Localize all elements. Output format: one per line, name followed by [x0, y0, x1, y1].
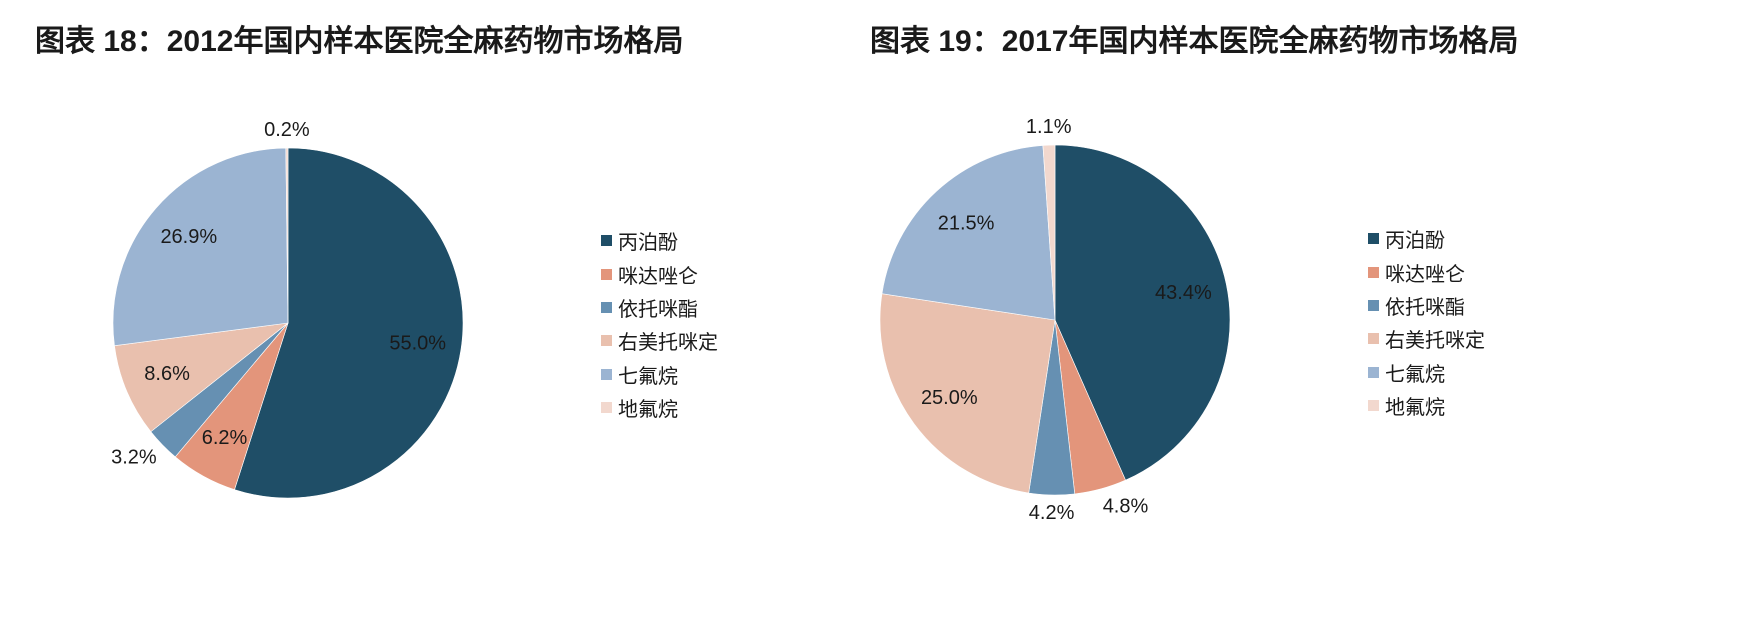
- legend-swatch: [1368, 400, 1379, 412]
- pie-slice-6: [285, 147, 289, 324]
- legend-label: 咪达唑仑: [618, 265, 698, 288]
- pie-slice-1: [234, 147, 464, 499]
- data-label: 3.2%: [111, 446, 157, 468]
- pie-slices: [879, 144, 1231, 496]
- legend-item: 右美托咪定: [601, 324, 718, 357]
- legend-swatch: [1368, 233, 1379, 245]
- legend-swatch: [1368, 299, 1379, 311]
- legend-item: 咪达唑仑: [601, 257, 718, 290]
- data-label: 21.5%: [938, 213, 995, 235]
- legend-label: 七氟烷: [618, 365, 678, 388]
- pie-slice-5: [112, 147, 289, 347]
- legend-label: 丙泊酚: [618, 232, 678, 255]
- legend-label: 地氟烷: [618, 399, 678, 422]
- legend-swatch: [601, 335, 612, 347]
- legend-label: 依托咪酯: [618, 298, 698, 321]
- legend-swatch: [601, 402, 612, 414]
- legend-2012: 丙泊酚咪达唑仑依托咪酯右美托咪定七氟烷地氟烷: [601, 224, 718, 424]
- legend-item: 七氟烷: [601, 358, 718, 391]
- legend-item: 地氟烷: [1368, 389, 1485, 422]
- legend-label: 地氟烷: [1385, 397, 1445, 420]
- pie-slice-1: [1054, 144, 1231, 481]
- legend-label: 咪达唑仑: [1385, 263, 1465, 286]
- legend-item: 丙泊酚: [1368, 222, 1485, 255]
- legend-item: 依托咪酯: [1368, 289, 1485, 322]
- legend-swatch: [1368, 366, 1379, 378]
- data-label: 0.2%: [264, 119, 310, 141]
- legend-swatch: [601, 268, 612, 280]
- legend-swatch: [601, 235, 612, 247]
- data-label: 25.0%: [921, 387, 978, 409]
- pie-slice-4: [114, 322, 289, 432]
- data-labels: 43.4% 4.8% 4.2% 25.0% 21.5% 1.1%: [921, 116, 1212, 524]
- legend-2017: 丙泊酚咪达唑仑依托咪酯右美托咪定七氟烷地氟烷: [1368, 222, 1485, 422]
- legend-item: 七氟烷: [1368, 356, 1485, 389]
- legend-label: 右美托咪定: [1385, 330, 1485, 353]
- data-labels: 55.0% 6.2% 3.2% 8.6% 26.9% 0.2%: [111, 119, 446, 468]
- legend-item: 右美托咪定: [1368, 322, 1485, 355]
- data-label: 26.9%: [160, 226, 217, 248]
- chart-title-2012: 图表 18：2012年国内样本医院全麻药物市场格局: [35, 25, 684, 58]
- legend-label: 右美托咪定: [618, 332, 718, 355]
- legend-item: 地氟烷: [601, 391, 718, 424]
- data-label: 6.2%: [202, 427, 248, 449]
- pie-slices: [112, 147, 464, 499]
- pie-chart-2017: 43.4% 4.8% 4.2% 25.0% 21.5% 1.1%: [879, 116, 1231, 524]
- legend-swatch: [1368, 333, 1379, 345]
- legend-item: 依托咪酯: [601, 291, 718, 324]
- data-label: 8.6%: [144, 363, 190, 385]
- legend-label: 丙泊酚: [1385, 230, 1445, 253]
- legend-swatch: [601, 368, 612, 380]
- chart-title-2017: 图表 19：2017年国内样本医院全麻药物市场格局: [870, 25, 1519, 58]
- legend-label: 依托咪酯: [1385, 296, 1465, 319]
- data-label: 1.1%: [1026, 116, 1072, 138]
- pie-chart-2012: 55.0% 6.2% 3.2% 8.6% 26.9% 0.2%: [111, 119, 464, 499]
- pie-slice-4: [879, 293, 1056, 494]
- legend-item: 咪达唑仑: [1368, 255, 1485, 288]
- legend-item: 丙泊酚: [601, 224, 718, 257]
- data-label: 55.0%: [389, 332, 446, 354]
- pie-slice-5: [881, 145, 1056, 321]
- pie-slice-6: [1042, 144, 1056, 321]
- data-label: 43.4%: [1155, 282, 1212, 304]
- legend-swatch: [1368, 266, 1379, 278]
- data-label: 4.2%: [1029, 502, 1075, 524]
- data-label: 4.8%: [1103, 495, 1149, 517]
- legend-label: 七氟烷: [1385, 363, 1445, 386]
- legend-swatch: [601, 301, 612, 313]
